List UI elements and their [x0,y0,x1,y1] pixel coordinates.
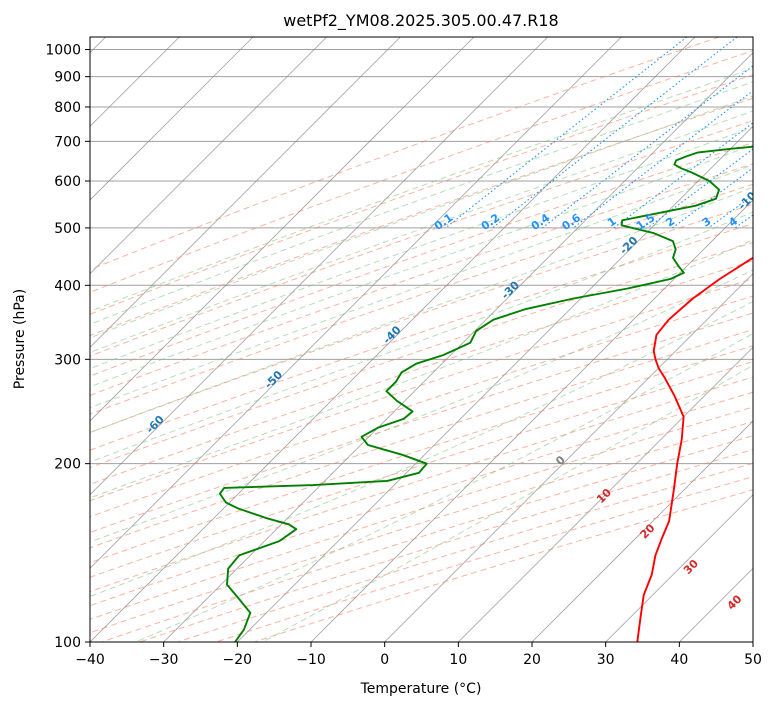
dry-adiabat-line [254,489,753,642]
dry-adiabat-line [90,345,753,564]
isotherm-line [163,52,753,642]
moist-adiabat-line [90,67,753,313]
mixing-ratio-line [672,167,753,229]
mixing-ratio-lines [445,37,753,229]
isotherm-line [605,494,753,642]
dry-adiabat-line [90,142,753,377]
y-tick-label: 800 [54,100,81,116]
moist-adiabat-lines [90,67,753,642]
dry-adiabat-line [101,435,753,642]
y-axis-label: Pressure (hPa) [12,289,28,389]
y-tick-label: 100 [54,635,81,651]
dry-adiabat-line [90,361,753,578]
dry-adiabat-line [90,50,753,293]
x-tick-label: 20 [523,652,541,668]
x-axis-ticks: −40 −30 −20 −10 0 10 20 30 40 50 [75,642,762,668]
chart-title: wetPf2_YM08.2025.305.00.47.R18 [283,11,558,31]
x-tick-label: 30 [597,652,615,668]
x-tick-label: 50 [744,652,762,668]
moist-adiabat-line [90,95,753,339]
y-tick-label: 400 [54,278,81,294]
y-tick-label: 1000 [45,43,81,59]
isotherm-line [90,37,475,422]
x-tick-label: 0 [380,652,389,668]
moist-adiabat-line [90,144,753,388]
moist-adiabat-line [90,81,753,325]
isotherm-line [90,37,622,569]
dry-adiabat-line [90,163,753,396]
isotherm-line [531,420,753,642]
y-tick-label: 200 [54,457,81,473]
x-tick-label: −40 [75,652,105,668]
moist-adiabat-line [90,126,753,370]
moist-adiabat-line [90,110,753,354]
isotherm-line [384,273,753,642]
dry-adiabat-line [177,462,753,642]
y-tick-label: 300 [54,352,81,368]
moist-adiabat-line [90,186,753,434]
sounding-profiles [218,145,753,642]
plot-frame [89,36,754,643]
x-tick-label: 10 [449,652,467,668]
y-tick-label: 700 [54,134,81,150]
dry-adiabat-line [139,449,753,642]
temperature-profile [636,256,753,642]
dry-adiabat-line [90,37,720,271]
x-tick-label: −20 [223,652,253,668]
x-tick-label: −30 [149,652,179,668]
mixing-ratio-line [613,122,753,229]
moist-adiabat-line [90,164,753,409]
y-tick-label: 500 [54,221,81,237]
moist-adiabat-line [135,333,753,642]
dry-adiabat-lines [90,37,753,642]
isotherm-line [90,37,327,275]
x-tick-label: −10 [296,652,326,668]
isotherm-line [237,125,753,642]
x-axis-label: Temperature (°C) [360,681,482,697]
dry-adiabat-line [90,329,753,549]
dry-adiabat-line [90,183,753,415]
dry-adiabat-line [90,120,753,357]
isotherm-line [310,199,753,642]
dry-adiabat-line [215,476,753,642]
isotherm-line [90,37,548,496]
isotherm-line [90,37,401,348]
isotherm-lines [90,37,753,642]
moist-adiabat-line [262,364,753,642]
y-tick-label: 900 [54,70,81,86]
mixing-ratio-line [542,65,753,229]
y-tick-label: 600 [54,174,81,190]
dewpoint-profile [218,145,753,642]
isotherm-line [458,346,753,642]
moist-adiabat-line [90,211,753,463]
x-tick-label: 40 [670,652,688,668]
mixing-ratio-line [445,37,688,229]
isotherm-line [90,37,254,201]
y-axis-ticks: 1000 900 800 700 600 500 400 300 200 100 [45,43,90,651]
dry-adiabat-line [90,97,753,337]
